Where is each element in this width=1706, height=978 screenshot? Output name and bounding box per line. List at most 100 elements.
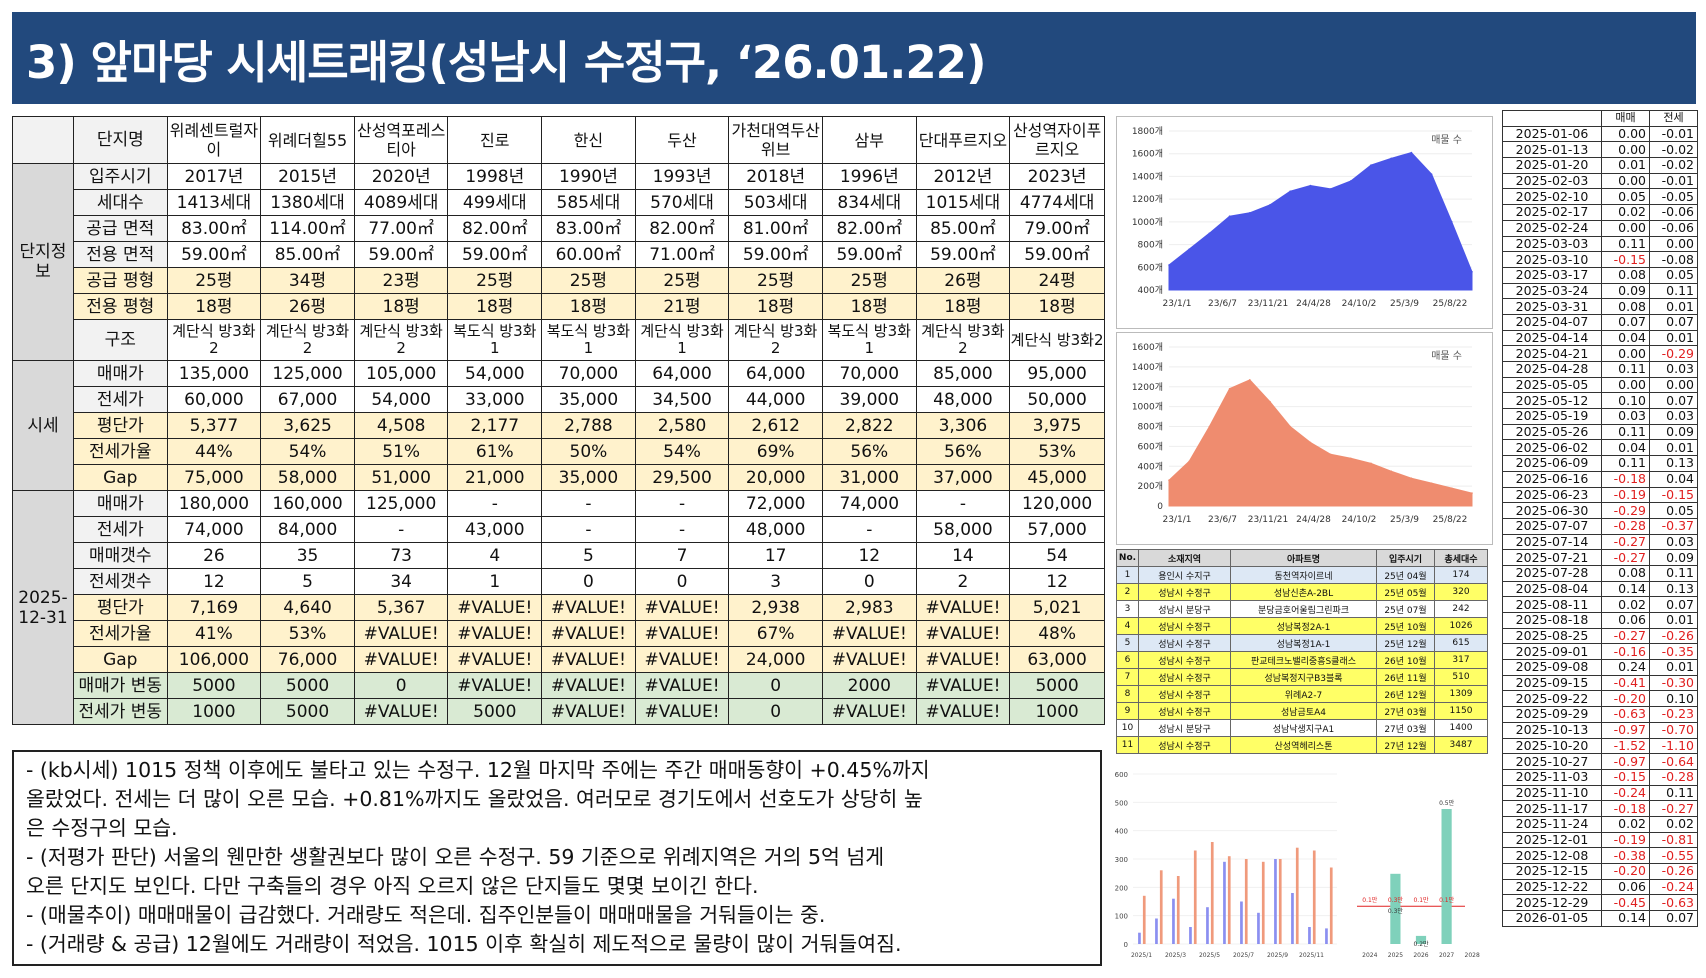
table-row: 단지정보 입주시기 2017년 2015년 2020년 1998년 1990년 1993년 20… bbox=[12, 163, 1105, 361]
x-tick-label: 24/10/2 bbox=[1342, 299, 1377, 309]
value-cell: 85,000 bbox=[915, 360, 1011, 387]
value-cell: 3 bbox=[728, 568, 823, 595]
supply-cell: 1 bbox=[1116, 566, 1139, 584]
supply-cell: 성남낙생지구A1 bbox=[1230, 719, 1377, 737]
volume-bar bbox=[1142, 895, 1146, 944]
value-cell: #VALUE! bbox=[447, 672, 543, 699]
supply-cell: 1309 bbox=[1434, 685, 1488, 703]
table-row: 전용 평형 18평 26평 18평 18평 18평 21평 18평 18평 18평 18평 bbox=[13, 293, 1105, 320]
data-point bbox=[1329, 453, 1332, 456]
supply-cell: 25년 10월 bbox=[1376, 617, 1435, 635]
trend-value: -0.29 bbox=[1649, 345, 1698, 362]
value-cell: 54,000 bbox=[447, 360, 543, 387]
trend-date: 2025-05-19 bbox=[1502, 408, 1602, 425]
volume-bar bbox=[1223, 861, 1226, 944]
value-cell: 180,000 bbox=[166, 490, 262, 517]
value-cell: 2020년 bbox=[353, 163, 449, 190]
supply-cell: 판교테크노밸리중흥S클래스 bbox=[1230, 651, 1377, 669]
value-cell: 33,000 bbox=[447, 386, 543, 413]
row-label: 전세가 bbox=[72, 386, 168, 413]
trend-date: 2025-07-07 bbox=[1502, 517, 1602, 535]
trend-value: 0.00 bbox=[1601, 219, 1650, 237]
value-cell: - bbox=[634, 516, 730, 543]
value-cell: 26평 bbox=[915, 267, 1011, 294]
value-cell: 24평 bbox=[1009, 267, 1105, 294]
trend-value: 0.02 bbox=[1601, 204, 1650, 221]
table-row: Gap 75,000 58,000 51,000 21,000 35,000 29,500 2… bbox=[13, 464, 1105, 491]
supply-cell: 성남시 분당구 bbox=[1138, 719, 1231, 737]
value-cell: 74,000 bbox=[166, 516, 262, 543]
section-label: 2025-12-31 bbox=[12, 490, 74, 725]
commentary-line: - (거래량 & 공급) 12월에도 거래량이 적었음. 1015 이후 확실히… bbox=[26, 932, 902, 956]
data-label: 0.2만 bbox=[1413, 940, 1429, 948]
value-cell: 1000 bbox=[166, 698, 262, 725]
y-tick-label: 600 bbox=[1115, 771, 1128, 779]
value-cell: #VALUE! bbox=[915, 594, 1011, 621]
data-label: 0.3만 bbox=[1388, 896, 1404, 904]
trend-value: -0.05 bbox=[1649, 188, 1698, 206]
x-tick-label: 23/11/21 bbox=[1248, 515, 1288, 525]
y-tick-label: 100 bbox=[1115, 913, 1128, 921]
table-row: 전세갯수 12 5 34 1 0 0 3 0 2 12 bbox=[13, 568, 1105, 595]
value-cell: 82.00㎡ bbox=[821, 215, 917, 242]
supply-cell: 성남시 수정구 bbox=[1138, 634, 1231, 652]
supply-cell: 10 bbox=[1116, 719, 1139, 737]
value-cell: 54% bbox=[260, 438, 355, 465]
value-cell: 135,000 bbox=[166, 360, 262, 387]
value-cell: 21,000 bbox=[447, 464, 543, 491]
trend-row: 2025-04-21 0.00 -0.29 bbox=[1502, 345, 1698, 362]
trend-value: -0.20 bbox=[1601, 690, 1650, 708]
row-label: 매매가 bbox=[72, 360, 168, 387]
value-cell: 585세대 bbox=[541, 189, 636, 216]
value-cell: 7,169 bbox=[166, 594, 262, 621]
x-tick-label: 23/11/21 bbox=[1248, 299, 1288, 309]
value-cell: 69% bbox=[728, 438, 823, 465]
volume-bar bbox=[1274, 859, 1277, 944]
supply-cell: 26년 12월 bbox=[1376, 685, 1435, 703]
supply-cell: 615 bbox=[1434, 634, 1488, 652]
x-tick-label: 2026 bbox=[1413, 952, 1428, 959]
header-cell bbox=[1502, 110, 1602, 127]
value-cell: 2015년 bbox=[260, 163, 355, 190]
volume-bar bbox=[1193, 850, 1197, 944]
trend-date: 2025-12-22 bbox=[1502, 878, 1602, 896]
value-cell: 75,000 bbox=[166, 464, 262, 491]
row-label: 전세가 변동 bbox=[72, 698, 168, 725]
trend-date: 2025-03-17 bbox=[1502, 266, 1602, 284]
trend-value: -0.18 bbox=[1601, 800, 1650, 817]
supply-cell: 4 bbox=[1116, 617, 1139, 635]
value-cell: 83.00㎡ bbox=[541, 215, 636, 242]
supply-cell: 3487 bbox=[1434, 736, 1488, 754]
trend-row: 2025-10-20 -1.52 -1.10 bbox=[1502, 737, 1698, 755]
new-supply-row: 2 성남시 수정구 성남신촌A-2BL 25년 05월 320 bbox=[1116, 583, 1488, 601]
x-tick-label: 2024 bbox=[1362, 952, 1377, 959]
trend-date: 2025-10-13 bbox=[1502, 721, 1602, 739]
value-cell: 14 bbox=[915, 542, 1011, 569]
value-cell: 48,000 bbox=[728, 516, 823, 543]
trend-date: 2025-12-01 bbox=[1502, 831, 1602, 849]
trend-date: 2025-11-24 bbox=[1502, 815, 1602, 833]
x-tick-label: 23/6/7 bbox=[1208, 515, 1237, 525]
trend-value: 0.14 bbox=[1601, 580, 1650, 598]
trend-date: 2025-12-29 bbox=[1502, 894, 1602, 912]
trend-row: 2025-03-10 -0.15 -0.08 bbox=[1502, 251, 1698, 268]
complex-name: 한신 bbox=[541, 116, 636, 164]
value-cell: 18평 bbox=[1009, 293, 1105, 320]
y-tick-label: 1800개 bbox=[1132, 126, 1163, 137]
trend-value: 0.07 bbox=[1649, 596, 1698, 613]
trend-value: 0.00 bbox=[1601, 376, 1650, 394]
value-cell: #VALUE! bbox=[634, 672, 730, 699]
trend-value: -0.15 bbox=[1649, 486, 1698, 504]
value-cell: 2018년 bbox=[728, 163, 823, 190]
trend-row: 2025-12-15 -0.20 -0.26 bbox=[1502, 863, 1698, 880]
new-supply-row: 4 성남시 수정구 성남복정2A-1 25년 10월 1026 bbox=[1116, 617, 1488, 635]
value-cell: 4089세대 bbox=[353, 189, 449, 216]
section-label: 시세 bbox=[12, 360, 74, 491]
value-cell: 21평 bbox=[634, 293, 730, 320]
value-cell: 4774세대 bbox=[1009, 189, 1105, 216]
value-cell: 1998년 bbox=[447, 163, 543, 190]
trend-value: -0.27 bbox=[1601, 627, 1650, 645]
trend-value: -0.26 bbox=[1649, 627, 1698, 645]
trend-row: 2025-08-11 0.02 0.07 bbox=[1502, 596, 1698, 613]
area-series bbox=[1168, 379, 1473, 507]
